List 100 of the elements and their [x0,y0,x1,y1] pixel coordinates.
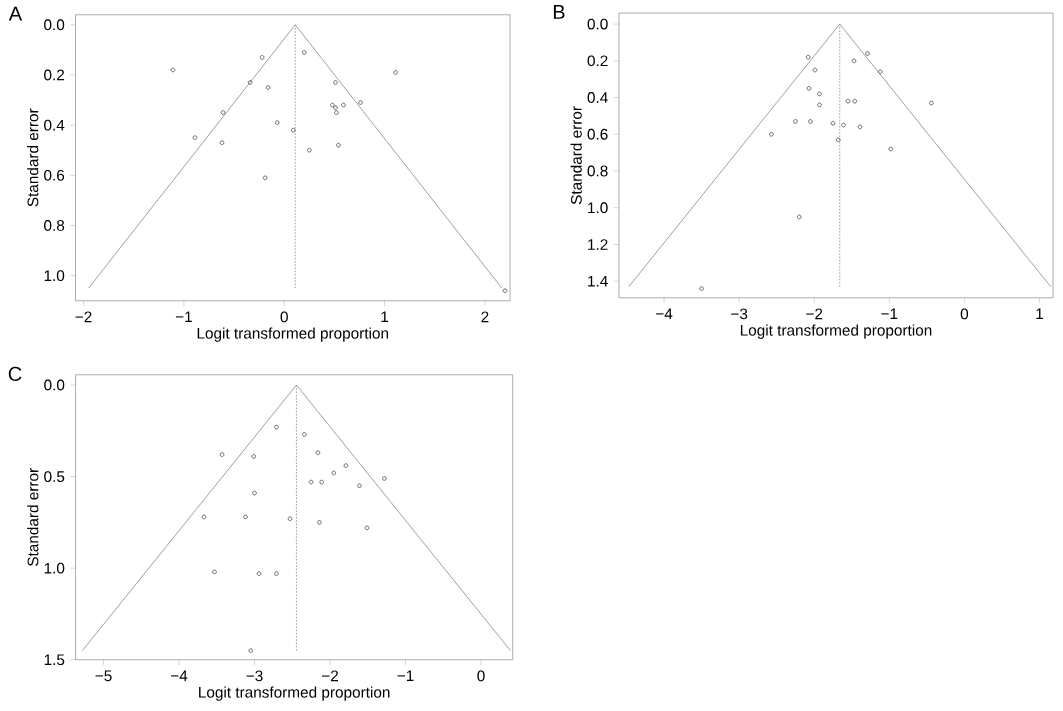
point [852,99,858,104]
point [851,58,857,64]
y-tick-label: 0.6 [44,170,65,181]
point [290,128,296,133]
point [331,470,337,476]
x-tick-label: 2 [481,311,489,323]
x-tick-label: 1 [1036,308,1043,320]
y-tick-label: 0.0 [44,379,65,391]
point [219,452,225,458]
point [287,516,293,522]
y-tick-label: 0.0 [44,19,65,31]
point [393,70,398,75]
y-tick-label: 0.5 [44,471,65,483]
x-tick-label: 0 [960,308,969,320]
point [330,102,335,108]
point [220,110,226,115]
point [333,105,338,110]
y-tick-label: 0.6 [587,128,608,140]
point [358,100,363,105]
x-tick-label: −1 [175,311,192,323]
point [769,132,774,137]
point [817,102,822,108]
point [343,463,349,468]
point [251,454,257,459]
x-tick-label: −1 [881,308,898,320]
point [808,119,813,124]
y-tick-label: 1.2 [588,239,608,250]
point [274,120,280,126]
point [302,50,307,55]
x-tick-label: 0 [280,311,288,323]
y-tick-label: 0.4 [587,92,608,104]
y-axis-title: Standard error [27,108,39,207]
x-tick-label: −2 [322,670,338,682]
y-tick-label: 0.2 [587,55,608,67]
x-tick-label: −4 [171,670,188,682]
point [317,520,322,525]
point [212,569,217,575]
x-axis-title: Logit transformed proportion [199,686,390,701]
point [274,425,279,430]
point [878,69,883,75]
point [357,483,362,489]
y-tick-label: 0.8 [44,220,65,232]
y-tick-label: 0.2 [44,69,65,81]
point [341,102,346,108]
point [502,288,508,294]
x-tick-label: −4 [656,308,673,320]
point [336,143,341,148]
y-tick-label: 0.0 [587,18,608,30]
x-axis-title: Logit transformed proportion [740,324,932,339]
point [805,55,811,60]
point [192,135,198,141]
point [888,146,894,152]
point [319,479,324,485]
point [201,514,207,520]
point [252,490,257,496]
point [830,121,836,126]
point [248,648,254,653]
x-tick-label: 0 [477,670,485,682]
point [699,286,704,291]
x-tick-label: −2 [75,311,92,323]
x-tick-label: −3 [246,670,263,682]
y-tick-label: 1.5 [44,654,65,666]
y-axis-title: Standard error [27,468,39,567]
point [793,119,798,124]
point [262,175,268,181]
point [170,67,176,73]
y-tick-label: 0.8 [587,165,608,177]
point [256,571,262,577]
point [841,122,846,128]
point [806,86,812,91]
y-tick-label: 1.0 [44,562,65,574]
x-tick-label: 1 [381,311,389,323]
x-tick-label: −5 [95,670,112,682]
point [243,514,248,520]
chart-title: B [553,5,565,19]
point [259,55,265,60]
point [334,110,339,115]
point [817,91,822,97]
chart-title: A [8,6,23,21]
point [929,100,934,106]
point [219,140,225,146]
point [265,85,271,90]
x-tick-label: −2 [806,308,823,320]
point [796,214,802,220]
point [845,99,851,104]
point [865,51,870,56]
x-axis-title: Logit transformed proportion [197,327,389,342]
y-tick-label: 0.4 [44,119,65,131]
chart-title: C [8,366,22,382]
point [333,80,338,85]
point [315,450,321,456]
point [274,571,279,577]
x-tick-label: −3 [731,308,748,320]
y-tick-label: 1.4 [588,276,608,287]
point [247,80,253,85]
y-tick-label: 1.0 [44,270,65,282]
point [812,67,818,73]
point [382,476,387,481]
point [302,432,307,437]
point [857,124,863,130]
